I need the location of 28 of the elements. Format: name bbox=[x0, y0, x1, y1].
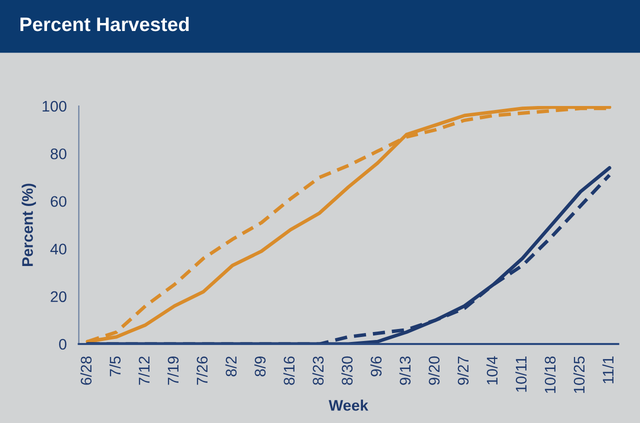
y-tick-label: 20 bbox=[50, 291, 66, 302]
y-tick-label: 100 bbox=[42, 100, 66, 112]
x-tick-label: 9/27 bbox=[457, 356, 469, 385]
x-tick-label: 9/13 bbox=[399, 356, 411, 385]
x-tick-label: 6/28 bbox=[80, 356, 92, 385]
y-tick-label: 40 bbox=[50, 244, 66, 254]
x-tick-label: 9/6 bbox=[370, 356, 382, 376]
x-tick-label: 8/9 bbox=[254, 356, 266, 376]
x-tick-label: 10/25 bbox=[573, 356, 585, 393]
x-tick-label: 8/30 bbox=[341, 356, 353, 385]
x-tick-label: 7/12 bbox=[138, 356, 150, 385]
x-tick-label: 10/11 bbox=[515, 356, 527, 392]
x-tick-label: 8/2 bbox=[225, 356, 237, 376]
y-axis-title: Percent (%) bbox=[22, 184, 36, 266]
x-tick-label: 8/23 bbox=[312, 356, 324, 385]
y-tick-label: 0 bbox=[59, 338, 66, 350]
x-tick-label: 9/20 bbox=[428, 356, 440, 385]
x-tick-label: 7/5 bbox=[109, 356, 121, 376]
x-tick-label: 7/19 bbox=[167, 356, 179, 385]
x-tick-label: 10/18 bbox=[544, 356, 556, 393]
chart-title: Percent Harvested bbox=[20, 16, 189, 32]
x-tick-label: 8/16 bbox=[283, 356, 295, 385]
x-tick-label: 10/4 bbox=[486, 356, 498, 384]
y-tick-label: 60 bbox=[50, 196, 66, 207]
x-tick-label: 7/26 bbox=[196, 356, 208, 385]
x-axis-title: Week bbox=[328, 400, 368, 411]
y-tick-label: 80 bbox=[50, 148, 66, 160]
x-tick-label: 11/1 bbox=[602, 356, 614, 384]
